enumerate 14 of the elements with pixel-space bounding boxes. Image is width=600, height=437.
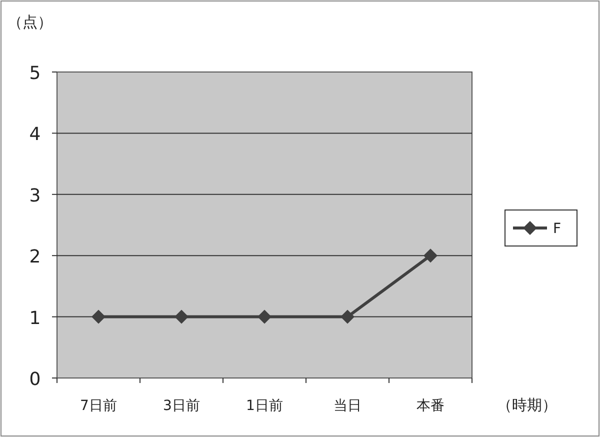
y-tick-label: 2	[29, 246, 41, 268]
x-tick-label: 当日	[334, 398, 362, 414]
y-tick-label: 3	[29, 185, 41, 206]
x-tick-label: 3日前	[163, 398, 200, 414]
x-axis-title: （時期）	[497, 396, 557, 414]
x-tick-label: 本番	[416, 398, 444, 414]
x-tick-label: 7日前	[80, 398, 117, 414]
legend-label: F	[553, 221, 562, 237]
y-tick-label: 0	[29, 369, 41, 390]
y-tick-label: 5	[29, 63, 41, 84]
y-tick-label: 4	[29, 124, 41, 146]
x-tick-label: 1日前	[246, 398, 283, 414]
y-axis-title: （点）	[8, 13, 52, 31]
y-tick-label: 1	[29, 308, 41, 329]
